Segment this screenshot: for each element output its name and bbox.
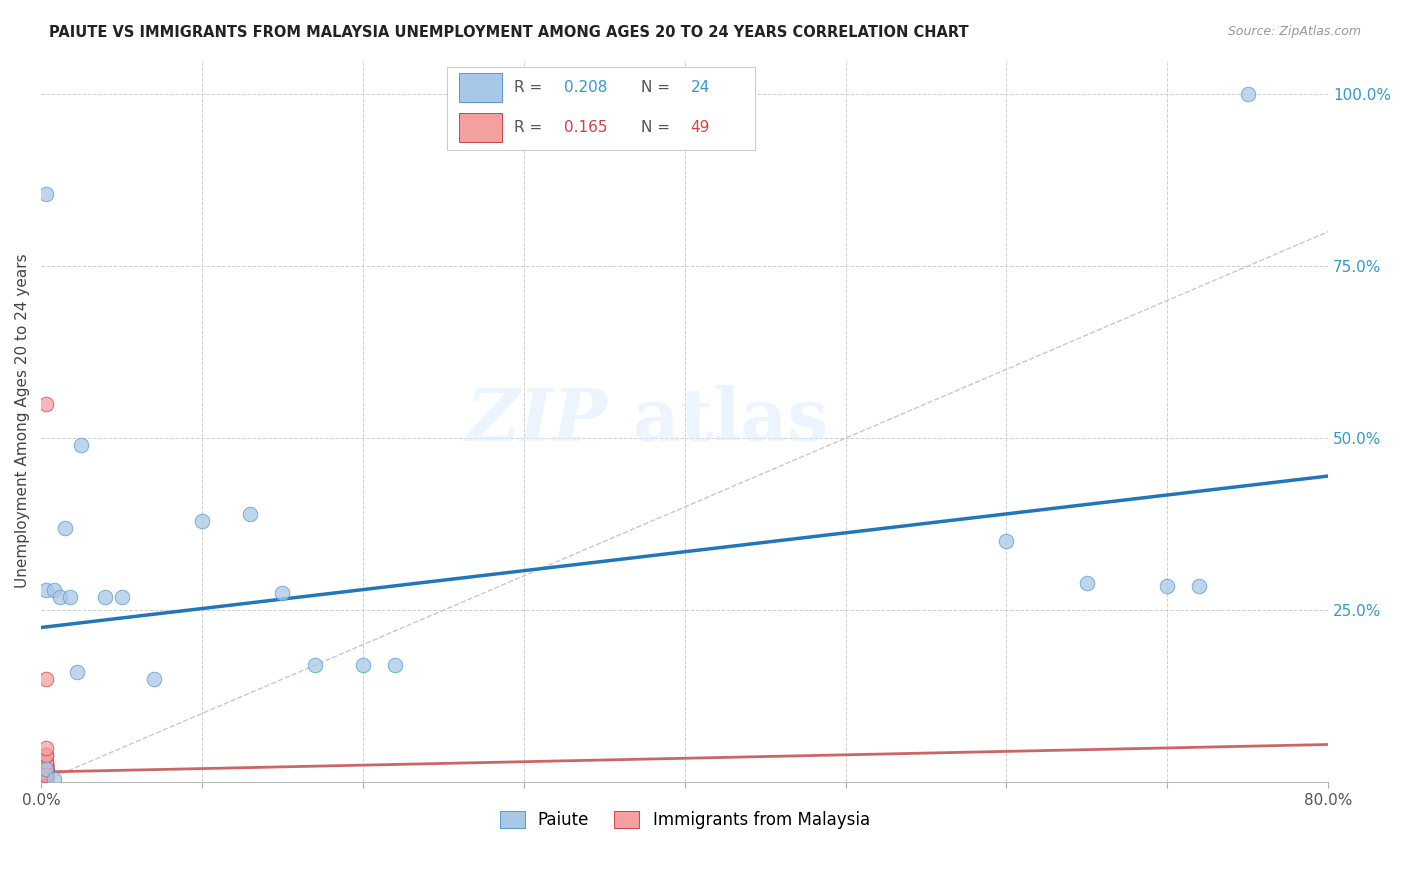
Point: [35, 765, 58, 780]
Point: [35, 767, 58, 781]
Point: [35, 762, 58, 776]
Point: [42, 582, 65, 597]
Point: [35, 758, 58, 772]
Point: [35, 762, 58, 776]
Point: [35, 768, 58, 782]
Point: [35, 763, 58, 777]
Point: [35, 755, 58, 769]
Text: PAIUTE VS IMMIGRANTS FROM MALAYSIA UNEMPLOYMENT AMONG AGES 20 TO 24 YEARS CORREL: PAIUTE VS IMMIGRANTS FROM MALAYSIA UNEMP…: [49, 25, 969, 40]
Point: [65, 665, 87, 680]
Y-axis label: Unemployment Among Ages 20 to 24 years: Unemployment Among Ages 20 to 24 years: [15, 253, 30, 589]
Point: [239, 507, 262, 521]
Point: [70, 438, 93, 452]
Point: [35, 767, 58, 781]
Point: [35, 763, 58, 777]
Point: [191, 514, 214, 528]
Point: [35, 765, 58, 780]
Point: [1236, 87, 1258, 101]
Point: [35, 775, 58, 789]
Point: [35, 760, 58, 774]
Point: [35, 762, 58, 776]
Point: [35, 758, 58, 772]
Point: [1188, 579, 1211, 593]
Point: [35, 758, 58, 772]
Point: [1076, 575, 1098, 590]
Point: [35, 762, 58, 776]
Point: [35, 765, 58, 780]
Point: [35, 772, 58, 786]
Point: [30, 772, 52, 786]
Point: [384, 658, 406, 673]
Point: [35, 772, 58, 786]
Point: [35, 768, 58, 782]
Point: [49, 590, 72, 604]
Point: [352, 658, 374, 673]
Point: [35, 770, 58, 784]
Text: atlas: atlas: [633, 385, 828, 457]
Point: [35, 747, 58, 762]
Point: [35, 768, 58, 782]
Point: [35, 765, 58, 780]
Point: [53, 521, 76, 535]
Point: [35, 762, 58, 776]
Point: [35, 397, 58, 411]
Point: [995, 534, 1018, 549]
Point: [142, 672, 165, 686]
Point: [35, 672, 58, 686]
Point: [35, 758, 58, 772]
Point: [30, 775, 52, 789]
Legend: Paiute, Immigrants from Malaysia: Paiute, Immigrants from Malaysia: [494, 804, 876, 836]
Point: [35, 762, 58, 776]
Point: [35, 767, 58, 781]
Text: ZIP: ZIP: [467, 385, 607, 457]
Point: [35, 760, 58, 774]
Text: Source: ZipAtlas.com: Source: ZipAtlas.com: [1227, 25, 1361, 38]
Point: [35, 740, 58, 755]
Point: [59, 590, 82, 604]
Point: [30, 772, 52, 786]
Point: [35, 765, 58, 780]
Point: [35, 582, 58, 597]
Point: [35, 762, 58, 776]
Point: [35, 755, 58, 769]
Point: [1156, 579, 1178, 593]
Point: [35, 775, 58, 789]
Point: [35, 768, 58, 782]
Point: [42, 772, 65, 786]
Point: [35, 747, 58, 762]
Point: [35, 762, 58, 776]
Point: [35, 760, 58, 774]
Point: [35, 770, 58, 784]
Point: [30, 772, 52, 786]
Point: [35, 768, 58, 782]
Point: [35, 186, 58, 201]
Point: [271, 586, 294, 600]
Point: [30, 775, 52, 789]
Point: [30, 775, 52, 789]
Point: [304, 658, 326, 673]
Point: [94, 590, 117, 604]
Point: [35, 765, 58, 780]
Point: [110, 590, 132, 604]
